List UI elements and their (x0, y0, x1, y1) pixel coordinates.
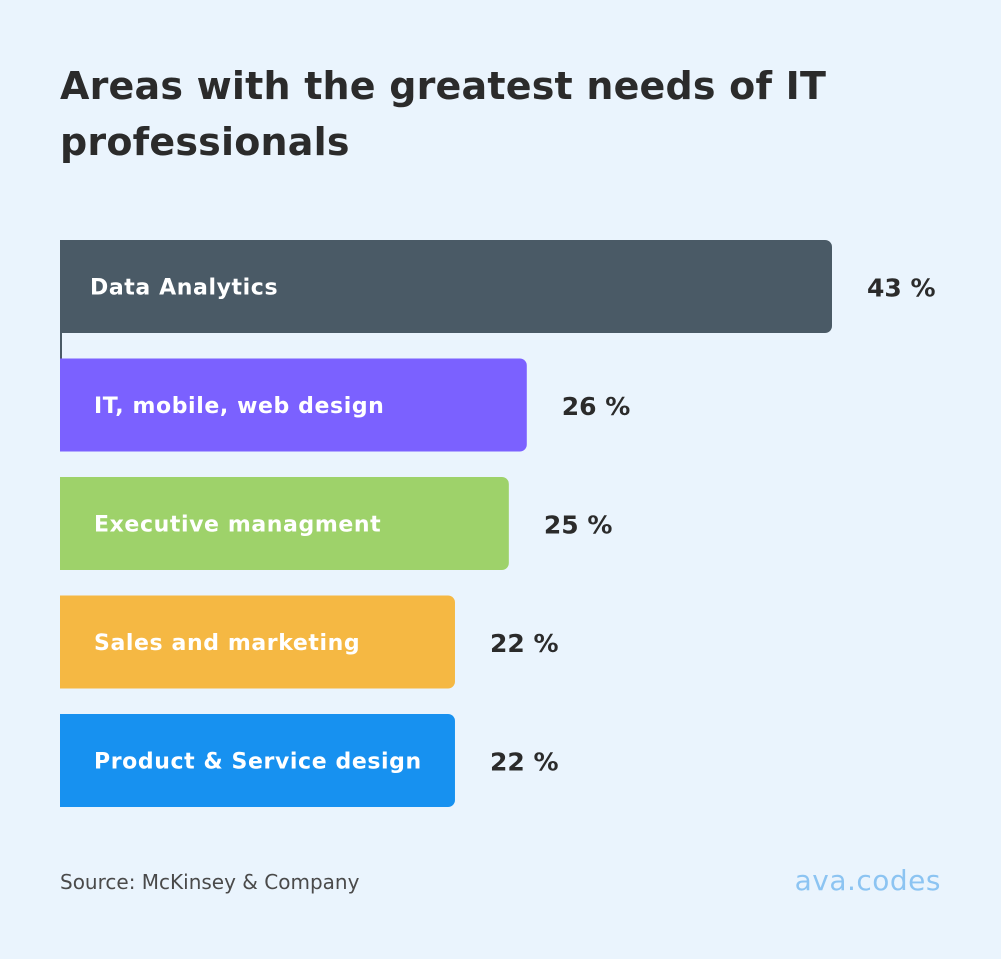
bar-1 (60, 240, 832, 333)
bar-2 (60, 358, 527, 452)
bar-3 (60, 477, 509, 570)
bars-group: Data Analytics 43 % IT, mobile, web design… (60, 240, 936, 807)
bar-4 (60, 595, 455, 689)
value-label-1: 43 % (867, 274, 936, 303)
bar-5 (60, 714, 455, 807)
bar-label-4: Sales and marketing (94, 631, 360, 656)
brand-logo: ava.codes (794, 864, 941, 897)
value-label-2: 26 % (562, 392, 631, 421)
bar-5-edge (60, 714, 70, 807)
bar-1-edge (60, 240, 70, 333)
source-note: Source: McKinsey & Company (60, 870, 360, 894)
value-label-3: 25 % (544, 511, 613, 540)
bar-label-5: Product & Service design (94, 750, 422, 775)
axis-baseline (60, 240, 62, 450)
bar-4-edge (60, 595, 70, 689)
bar-3-edge (60, 477, 70, 570)
chart-title: Areas with the greatest needs of IT prof… (60, 64, 827, 164)
bar-label-1: Data Analytics (90, 276, 278, 301)
bar-label-2: IT, mobile, web design (94, 394, 384, 419)
value-label-5: 22 % (490, 748, 559, 777)
bar-label-3: Executive managment (94, 513, 381, 538)
value-label-4: 22 % (490, 629, 559, 658)
bar-2-edge (60, 358, 70, 452)
